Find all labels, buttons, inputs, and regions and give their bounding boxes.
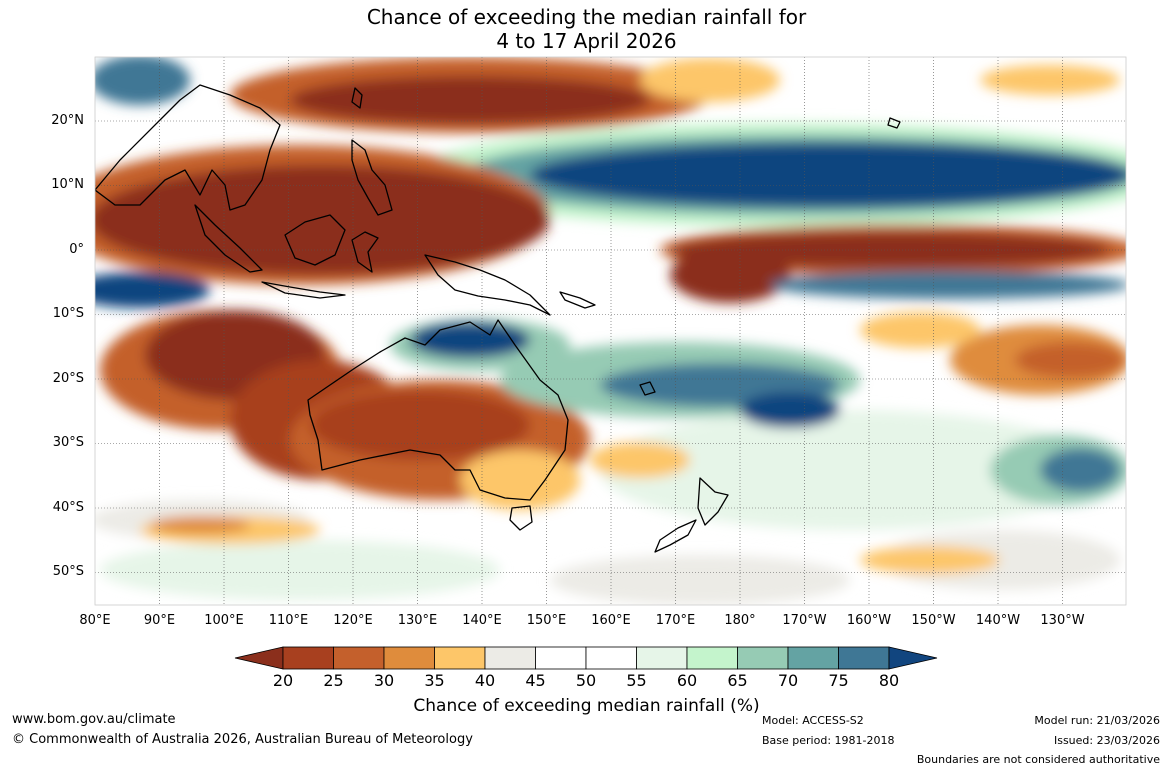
lon-label: 160°W bbox=[846, 613, 892, 628]
lon-label: 140°W bbox=[975, 613, 1021, 628]
fiji-outline bbox=[639, 381, 656, 396]
copyright-text: © Commonwealth of Australia 2026, Austra… bbox=[12, 732, 473, 747]
colorbar-extend-high bbox=[888, 646, 938, 670]
colorbar-extend-low bbox=[234, 646, 284, 670]
colorbar-swatch bbox=[333, 646, 385, 670]
colorbar-tick: 30 bbox=[373, 671, 395, 690]
lon-label: 150°E bbox=[526, 613, 567, 628]
boundaries-disclaimer: Boundaries are not considered authoritat… bbox=[916, 753, 1160, 766]
lon-label: 130°E bbox=[397, 613, 438, 628]
colorbar-tick: 40 bbox=[474, 671, 496, 690]
colorbar-swatch bbox=[484, 646, 536, 670]
colorbar-swatch bbox=[535, 646, 587, 670]
lon-label: 150°W bbox=[911, 613, 956, 628]
lat-label: 10°S bbox=[52, 306, 84, 321]
rainfall-map bbox=[94, 56, 1127, 606]
base-period: Base period: 1981-2018 bbox=[762, 734, 895, 747]
sulawesi-outline bbox=[351, 231, 379, 273]
colorbar-tick: 60 bbox=[676, 671, 698, 690]
lat-label: 50°S bbox=[52, 564, 84, 579]
new-zealand-south-outline bbox=[654, 519, 697, 553]
colorbar-tick: 75 bbox=[828, 671, 849, 690]
lon-label: 170°W bbox=[782, 613, 827, 628]
lat-label: 40°S bbox=[52, 500, 84, 515]
coastlines bbox=[95, 84, 901, 553]
map-title-line2: 4 to 17 April 2026 bbox=[496, 29, 677, 53]
sumatra-outline bbox=[194, 204, 263, 273]
model-name: Model: ACCESS-S2 bbox=[762, 714, 864, 727]
java-outline bbox=[261, 281, 346, 299]
website-link[interactable]: www.bom.gov.au/climate bbox=[12, 712, 176, 727]
colorbar-tick: 50 bbox=[575, 671, 597, 690]
lon-label: 160°E bbox=[591, 613, 631, 628]
lon-label: 170°E bbox=[655, 613, 696, 628]
colorbar-swatch bbox=[636, 646, 688, 670]
colorbar-tick: 80 bbox=[878, 671, 900, 690]
colorbar-tick: 55 bbox=[626, 671, 647, 690]
model-run-date: Model run: 21/03/2026 bbox=[1034, 714, 1160, 727]
lon-label: 100°E bbox=[204, 613, 244, 628]
colorbar-swatch bbox=[434, 646, 486, 670]
lon-label: 120°E bbox=[333, 613, 373, 628]
lat-label: 10°N bbox=[51, 177, 84, 192]
lon-label: 180° bbox=[724, 613, 756, 628]
philippines-outline bbox=[351, 139, 393, 216]
colorbar-swatch bbox=[737, 646, 789, 670]
colorbar-tick: 20 bbox=[272, 671, 294, 690]
colorbar-tick: 70 bbox=[777, 671, 799, 690]
colorbar-tick: 25 bbox=[323, 671, 344, 690]
map-frame bbox=[94, 56, 1127, 606]
tasmania-outline bbox=[509, 505, 533, 531]
solomon-islands-outline bbox=[559, 291, 596, 309]
colorbar-tick: 45 bbox=[525, 671, 546, 690]
lon-label: 90°E bbox=[143, 613, 176, 628]
lon-label: 140°E bbox=[462, 613, 502, 628]
lon-label: 110°E bbox=[268, 613, 309, 628]
map-title-line1: Chance of exceeding the median rainfall … bbox=[366, 5, 807, 29]
issued-date: Issued: 23/03/2026 bbox=[1053, 734, 1160, 747]
colorbar-swatch bbox=[686, 646, 738, 670]
lon-label: 80°E bbox=[79, 613, 111, 628]
colorbar-swatch bbox=[383, 646, 435, 670]
lat-label: 30°S bbox=[52, 435, 84, 450]
australia-outline bbox=[307, 319, 569, 501]
colorbar-tick: 65 bbox=[727, 671, 748, 690]
lat-label: 20°S bbox=[52, 371, 84, 386]
new-guinea-outline bbox=[424, 254, 551, 316]
mainland-se-asia-outline bbox=[95, 84, 281, 211]
colorbar-label: Chance of exceeding median rainfall (%) bbox=[413, 696, 760, 716]
colorbar-swatch bbox=[585, 646, 637, 670]
taiwan-outline bbox=[351, 87, 363, 109]
colorbar-swatch bbox=[838, 646, 890, 670]
new-zealand-north-outline bbox=[697, 477, 729, 526]
hawaii-outline bbox=[887, 117, 901, 129]
colorbar-tick: 35 bbox=[424, 671, 445, 690]
colorbar-swatch bbox=[787, 646, 839, 670]
borneo-outline bbox=[284, 214, 346, 266]
lat-label: 0° bbox=[69, 242, 84, 257]
lon-label: 130°W bbox=[1040, 613, 1085, 628]
lat-label: 20°N bbox=[51, 113, 84, 128]
rainfall-probability-field bbox=[95, 57, 1126, 605]
colorbar-swatch bbox=[282, 646, 334, 670]
